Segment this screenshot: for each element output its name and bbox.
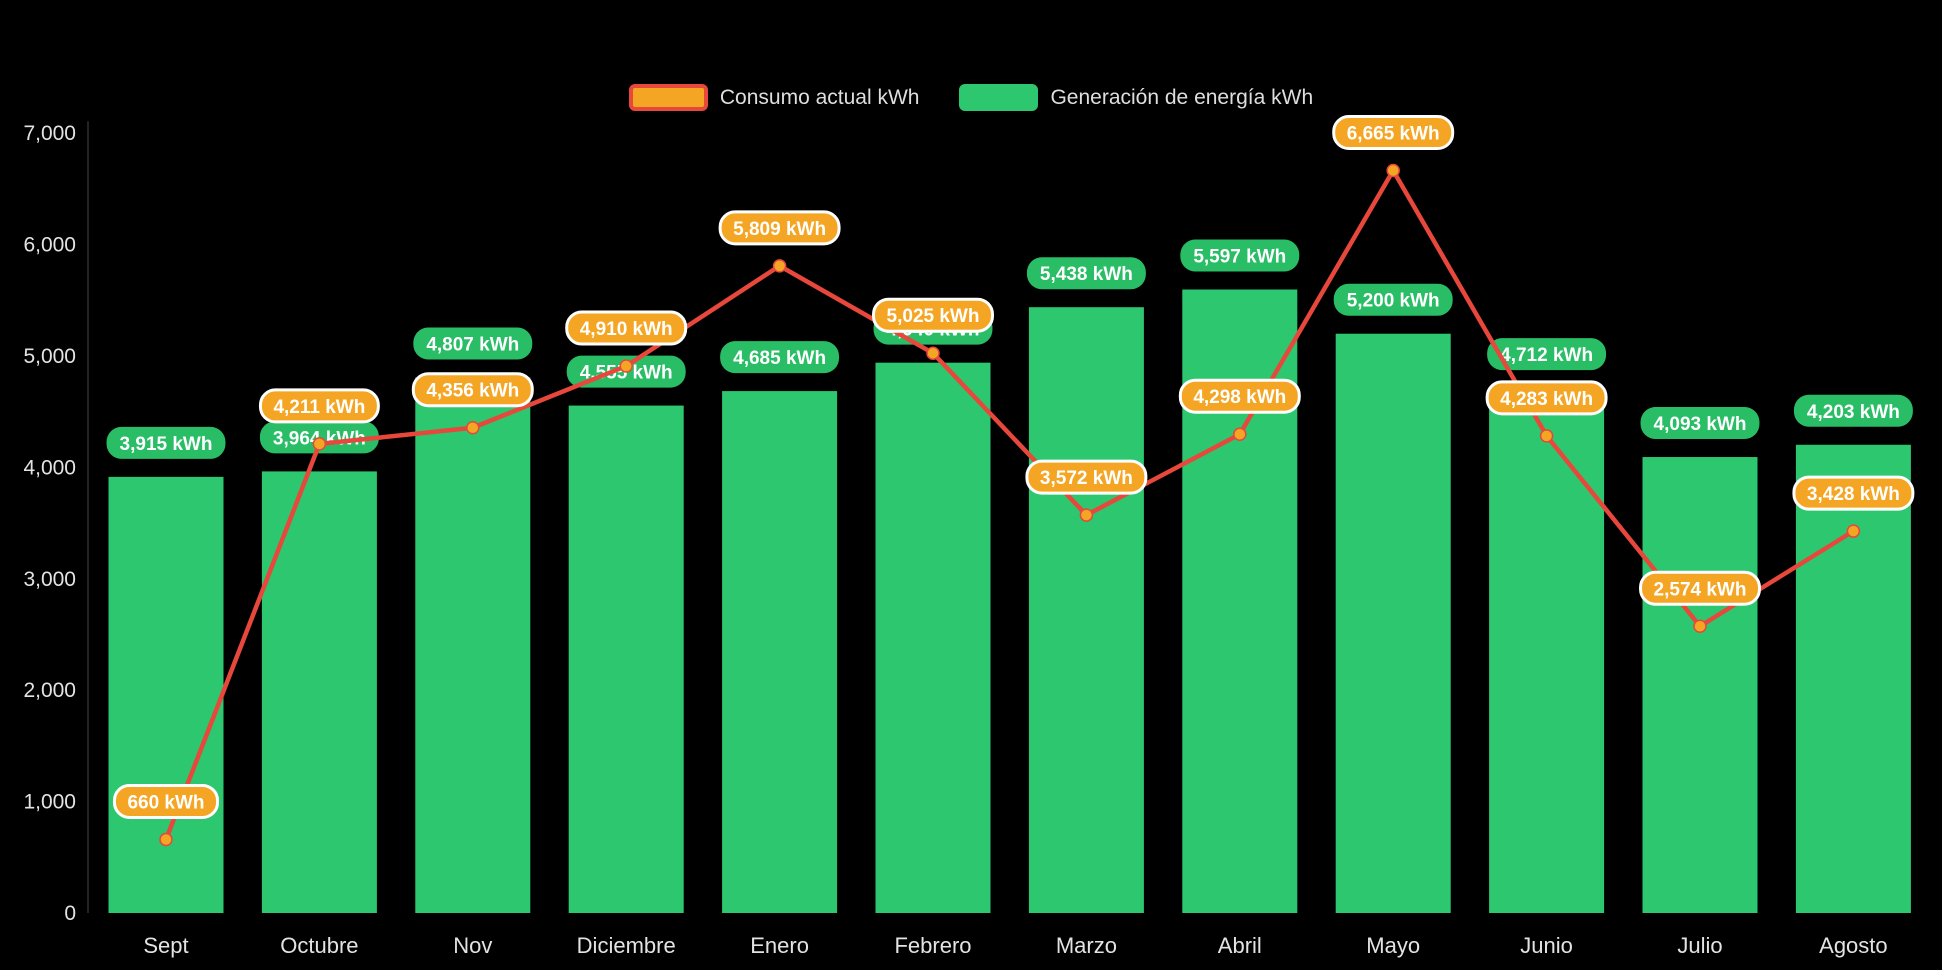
legend-item-consumo[interactable]: Consumo actual kWh — [628, 84, 920, 111]
generation-label: 4,807 kWh — [426, 335, 519, 356]
x-axis-label: Diciembre — [577, 933, 676, 958]
consumption-marker — [1079, 508, 1094, 522]
x-axis-label: Abril — [1218, 933, 1262, 958]
generation-label: 5,438 kWh — [1040, 264, 1133, 285]
bar-Junio — [1489, 388, 1605, 913]
consumption-label-bg — [718, 210, 841, 246]
consumption-label: 4,211 kWh — [273, 397, 365, 418]
consumption-label: 3,572 kWh — [1040, 468, 1133, 489]
bar-Nov — [415, 377, 531, 913]
consumption-label-bg — [1639, 570, 1761, 606]
generation-label-bg — [413, 327, 533, 360]
consumption-label: 4,283 kWh — [1500, 389, 1593, 410]
consumption-marker — [772, 259, 787, 273]
legend-label-generacion: Generación de energía kWh — [1050, 85, 1314, 109]
legend-item-generacion[interactable]: Generación de energía kWh — [959, 84, 1313, 111]
consumption-marker — [1693, 619, 1707, 634]
consumption-label-bg — [112, 783, 220, 819]
generation-label: 4,712 kWh — [1500, 345, 1593, 366]
consumption-label-bg — [1025, 459, 1148, 495]
x-axis-label: Junio — [1520, 933, 1573, 958]
generation-label: 3,915 kWh — [120, 434, 213, 455]
consumption-marker — [1846, 524, 1861, 538]
consumption-label-bg — [1485, 380, 1608, 416]
bar-Julio — [1642, 457, 1758, 913]
consumption-label: 2,574 kWh — [1654, 579, 1747, 600]
consumption-marker — [159, 832, 173, 847]
consumption-label: 6,665 kWh — [1347, 124, 1440, 145]
consumption-label: 5,809 kWh — [733, 219, 826, 240]
consumption-marker — [926, 346, 940, 360]
generation-label-bg — [106, 426, 226, 459]
bar-Febrero — [875, 362, 991, 914]
y-tick-label: 4,000 — [23, 456, 76, 479]
consumption-label: 4,356 kWh — [426, 381, 519, 402]
bar-Diciembre — [568, 405, 684, 913]
consumption-marker — [1233, 427, 1247, 441]
bar-Enero — [722, 391, 838, 913]
generation-label: 4,555 kWh — [580, 363, 673, 384]
generation-label-bg — [1793, 394, 1913, 427]
generacion-swatch — [959, 84, 1039, 111]
consumption-label: 4,910 kWh — [580, 319, 673, 340]
x-axis-label: Julio — [1677, 933, 1722, 958]
x-axis-label: Febrero — [894, 933, 971, 958]
x-axis-label: Mayo — [1366, 933, 1420, 958]
consumption-label-bg — [1332, 115, 1455, 151]
x-axis-label: Octubre — [280, 933, 358, 958]
consumption-label: 3,428 kWh — [1807, 484, 1900, 505]
generation-label-bg — [720, 341, 840, 374]
generation-label: 4,203 kWh — [1807, 402, 1900, 423]
generation-label-bg — [1180, 239, 1300, 272]
consumption-label-bg — [872, 297, 994, 333]
y-tick-label: 2,000 — [23, 679, 76, 702]
x-axis-label: Nov — [453, 933, 492, 958]
y-tick-label: 6,000 — [23, 234, 76, 257]
x-axis-label: Enero — [750, 933, 809, 958]
bar-Mayo — [1335, 333, 1451, 914]
x-axis-label: Marzo — [1056, 933, 1117, 958]
generation-label: 4,093 kWh — [1654, 414, 1747, 435]
consumption-label-bg — [1178, 378, 1301, 414]
consumption-line — [163, 168, 1856, 842]
generation-label-bg — [1640, 407, 1760, 440]
consumption-marker — [1386, 163, 1400, 178]
y-tick-label: 1,000 — [23, 791, 76, 814]
x-axis-label: Agosto — [1819, 933, 1888, 958]
generation-label: 5,597 kWh — [1193, 246, 1286, 267]
generation-label-bg — [1487, 338, 1607, 371]
bar-Sept — [108, 476, 224, 913]
bar-Agosto — [1795, 444, 1911, 913]
consumption-label-bg — [565, 310, 688, 346]
consumo-swatch — [628, 84, 708, 111]
y-tick-label: 7,000 — [23, 122, 76, 145]
y-tick-label: 0 — [64, 902, 76, 925]
consumption-label-bg — [258, 388, 380, 424]
bar-Octubre — [261, 471, 377, 913]
consumption-marker — [312, 437, 327, 451]
consumption-marker — [466, 420, 480, 435]
consumption-marker — [1539, 429, 1554, 443]
chart-legend: Consumo actual kWh Generación de energía… — [0, 84, 1942, 111]
consumption-label: 660 kWh — [127, 792, 204, 813]
consumption-marker — [619, 359, 633, 373]
y-tick-label: 5,000 — [23, 345, 76, 368]
generation-label: 5,200 kWh — [1347, 291, 1440, 312]
consumption-label-bg — [411, 372, 534, 408]
consumption-label-bg — [1792, 475, 1915, 511]
consumption-label: 5,025 kWh — [887, 306, 980, 327]
legend-label-consumo: Consumo actual kWh — [719, 85, 920, 109]
y-tick-label: 3,000 — [23, 568, 76, 591]
consumption-label: 4,298 kWh — [1193, 387, 1286, 408]
generation-label-bg — [1333, 283, 1453, 316]
generation-label-bg — [1026, 257, 1146, 290]
bar-Marzo — [1028, 307, 1144, 913]
x-axis-label: Sept — [143, 933, 188, 958]
generation-label: 4,685 kWh — [733, 348, 826, 369]
